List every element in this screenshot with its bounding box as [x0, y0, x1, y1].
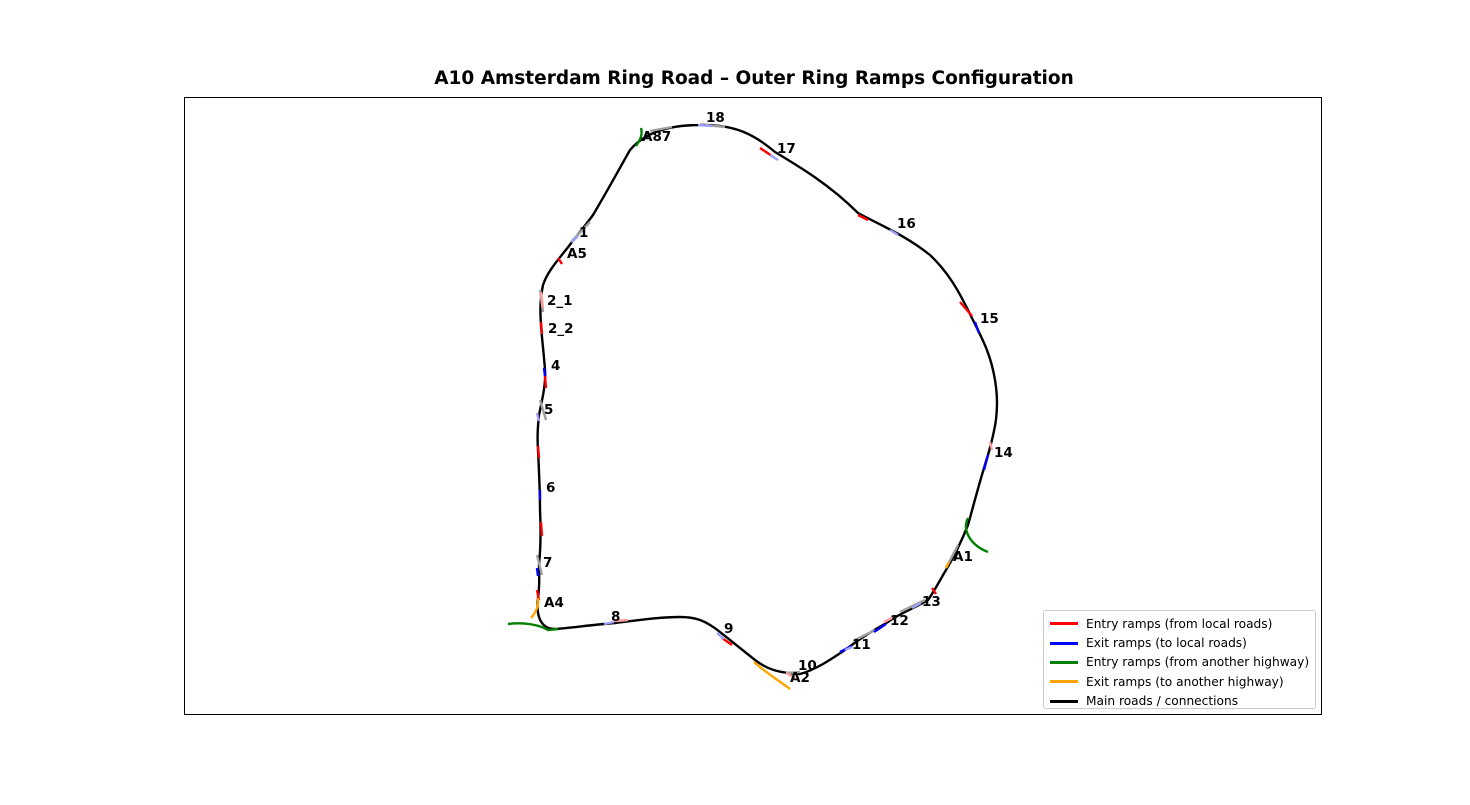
entry-ramps-highway — [507, 127, 989, 632]
entry-ramp-local — [539, 521, 544, 537]
legend-label: Entry ramps (from another highway) — [1086, 655, 1310, 670]
entry-ramp-highway-a1 — [964, 517, 989, 554]
entry-ramp-local-faded — [785, 671, 796, 680]
entry-ramp-local — [759, 147, 773, 157]
entry-ramp-local — [536, 445, 541, 459]
exit-ramp-local-faded — [769, 153, 779, 162]
junction-label: 7 — [543, 555, 552, 571]
entry-ramp-local — [557, 257, 563, 265]
junction-label: 4 — [551, 358, 560, 374]
entry-ramp-local — [539, 321, 544, 335]
connector-gray — [899, 598, 926, 614]
exit-ramp-local — [973, 321, 981, 334]
main-ring-road — [536, 123, 999, 676]
legend-label: Exit ramps (to local roads) — [1086, 636, 1247, 651]
junction-label: 5 — [544, 402, 553, 418]
entry-ramp-local-faded — [539, 291, 545, 309]
legend-label: Entry ramps (from local roads) — [1086, 616, 1273, 631]
exit-ramp-local-faded — [697, 123, 713, 128]
exit-ramps-local-faded — [535, 123, 922, 652]
exit-ramp-local-faded — [716, 632, 725, 640]
legend-label: Exit ramps (to another highway) — [1086, 674, 1284, 689]
entry-ramp-local-faded — [988, 441, 994, 451]
connector-gray — [649, 125, 673, 133]
entry-ramp-highway-a4 — [507, 622, 559, 632]
junction-label: 18 — [706, 110, 725, 126]
connector-gray — [854, 628, 876, 642]
chart-title: A10 Amsterdam Ring Road – Outer Ring Ram… — [434, 68, 1074, 89]
exit-ramp-local — [542, 367, 547, 377]
entry-ramp-local — [931, 587, 937, 595]
legend-item-exit-local: Exit ramps (to local roads) — [1048, 633, 1311, 652]
exit-ramp-local — [535, 567, 540, 577]
exit-ramp-local — [873, 623, 887, 633]
legend-swatch — [1050, 699, 1078, 703]
connector-gray — [538, 399, 548, 421]
exit-ramp-local-faded — [844, 645, 853, 652]
junction-label: 8 — [611, 609, 620, 625]
connector-gray — [785, 670, 801, 675]
junction-label: A1 — [953, 549, 973, 565]
junction-label: 10 — [798, 658, 817, 674]
exit-ramp-local — [982, 454, 990, 471]
connector-segments — [535, 123, 960, 675]
exit-ramp-local-faded — [571, 235, 579, 243]
legend-item-main-roads: Main roads / connections — [1048, 692, 1311, 711]
junction-label: 6 — [546, 480, 555, 496]
junction-label: 12 — [890, 613, 909, 629]
junction-label: 1 — [579, 225, 588, 241]
entry-ramp-highway-a87 — [635, 127, 643, 147]
legend-label: Main roads / connections — [1086, 694, 1239, 709]
exit-ramp-local-faded — [535, 412, 541, 422]
entry-ramp-local — [959, 301, 973, 317]
entry-ramp-local — [857, 213, 869, 222]
legend: Entry ramps (from local roads) Exit ramp… — [1043, 610, 1316, 709]
exit-ramp-highway-a2 — [753, 661, 791, 690]
junction-label: 14 — [994, 445, 1013, 461]
map-frame — [184, 97, 1322, 715]
junction-label: 2_2 — [548, 321, 574, 337]
junction-label: A5 — [567, 246, 587, 262]
legend-swatch — [1050, 641, 1078, 645]
junction-label: A4 — [544, 595, 564, 611]
junction-label: 15 — [980, 311, 999, 327]
exit-ramp-local-faded — [603, 620, 615, 626]
legend-item-exit-highway: Exit ramps (to another highway) — [1048, 672, 1311, 691]
legend-swatch — [1050, 622, 1078, 626]
junction-label: 11 — [852, 637, 871, 653]
entry-ramp-local-faded — [614, 618, 629, 623]
exit-ramp-highway-a1 — [944, 561, 951, 569]
exit-ramps-highway — [530, 561, 951, 690]
legend-swatch — [1050, 660, 1078, 664]
legend-item-entry-local: Entry ramps (from local roads) — [1048, 614, 1311, 633]
junction-label: 16 — [897, 216, 916, 232]
junction-label: A87 — [642, 129, 671, 145]
entry-ramp-local-faded — [883, 616, 893, 624]
exit-ramp-highway-a4 — [530, 597, 540, 619]
exit-ramp-local-faded — [911, 601, 922, 610]
connector-gray — [535, 554, 544, 576]
legend-item-entry-highway: Entry ramps (from another highway) — [1048, 653, 1311, 672]
legend-swatch — [1050, 680, 1078, 684]
junction-label: A2 — [790, 670, 810, 686]
exit-ramp-local-faded — [889, 228, 899, 237]
junction-label: 9 — [724, 621, 733, 637]
junction-labels: 18 A87 17 16 1 A5 15 2_1 2_2 4 5 14 6 A1… — [543, 110, 1013, 686]
junction-label: 2_1 — [547, 293, 573, 309]
junction-label: 17 — [777, 141, 796, 157]
entry-ramp-local — [543, 375, 548, 389]
entry-ramps-local-faded — [539, 291, 994, 680]
junction-label: 13 — [922, 594, 941, 610]
